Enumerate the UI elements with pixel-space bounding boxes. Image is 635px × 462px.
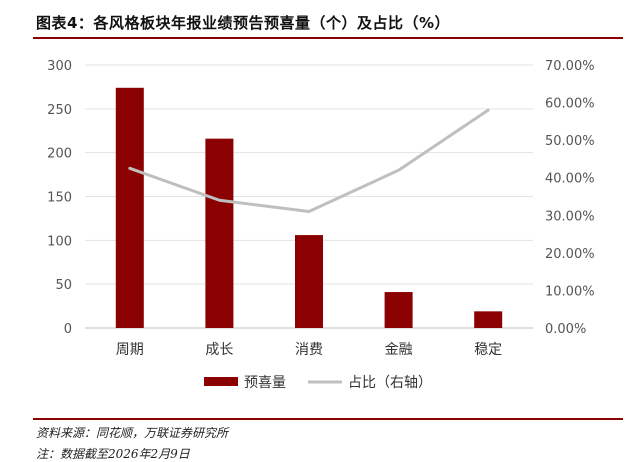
y-right-tick-label: 60.00% bbox=[545, 97, 595, 112]
y-left-tick-label: 250 bbox=[47, 103, 72, 118]
title-rule bbox=[33, 37, 623, 39]
y-right-tick-label: 70.00% bbox=[545, 59, 595, 74]
series-line bbox=[128, 108, 490, 214]
y-right-tick-label: 10.00% bbox=[545, 284, 595, 299]
bar-series bbox=[115, 87, 503, 328]
bar bbox=[474, 311, 503, 328]
bar bbox=[115, 87, 144, 328]
bar bbox=[205, 138, 234, 328]
y-right-tick-label: 0.00% bbox=[545, 322, 586, 337]
y-right-tick-label: 20.00% bbox=[545, 247, 595, 262]
figure-title: 图表4：各风格板块年报业绩预告预喜量（个）及占比（%） bbox=[36, 14, 450, 32]
x-category-label: 成长 bbox=[205, 342, 233, 358]
y-left-tick-label: 300 bbox=[47, 59, 72, 74]
date-note: 注：数据截至2026年2月9日 bbox=[36, 447, 190, 461]
y-left-tick-label: 0 bbox=[64, 322, 72, 337]
x-category-label: 周期 bbox=[116, 342, 144, 358]
y-right-tick-label: 50.00% bbox=[545, 134, 595, 149]
x-category-label: 金融 bbox=[385, 342, 413, 358]
x-category-label: 消费 bbox=[295, 342, 323, 358]
y-left-tick-label: 200 bbox=[47, 147, 72, 162]
legend-label-bar: 预喜量 bbox=[244, 375, 286, 391]
y-left-tick-label: 50 bbox=[55, 278, 72, 293]
bar bbox=[295, 235, 323, 328]
y-left-tick-label: 150 bbox=[47, 191, 72, 206]
left-axis-ticks: 0 50 100 150 200 250 300 bbox=[47, 59, 72, 337]
right-axis-ticks: 0.00% 10.00% 20.00% 30.00% 40.00% 50.00% 60.00… bbox=[545, 59, 595, 337]
x-category-label: 稳定 bbox=[474, 342, 502, 358]
bar bbox=[384, 292, 413, 328]
y-right-tick-label: 40.00% bbox=[545, 172, 595, 187]
y-left-tick-label: 100 bbox=[47, 234, 72, 249]
source-note: 资料来源：同花顺，万联证券研究所 bbox=[36, 426, 229, 440]
category-labels: 周期 成长 消费 金融 稳定 bbox=[116, 342, 502, 358]
footer-rule bbox=[33, 418, 623, 420]
legend-label-line: 占比（右轴） bbox=[348, 375, 432, 391]
line-series bbox=[128, 108, 490, 214]
y-right-tick-label: 30.00% bbox=[545, 209, 595, 224]
legend: 预喜量 占比（右轴） bbox=[204, 375, 432, 391]
legend-swatch-bar bbox=[204, 377, 238, 386]
